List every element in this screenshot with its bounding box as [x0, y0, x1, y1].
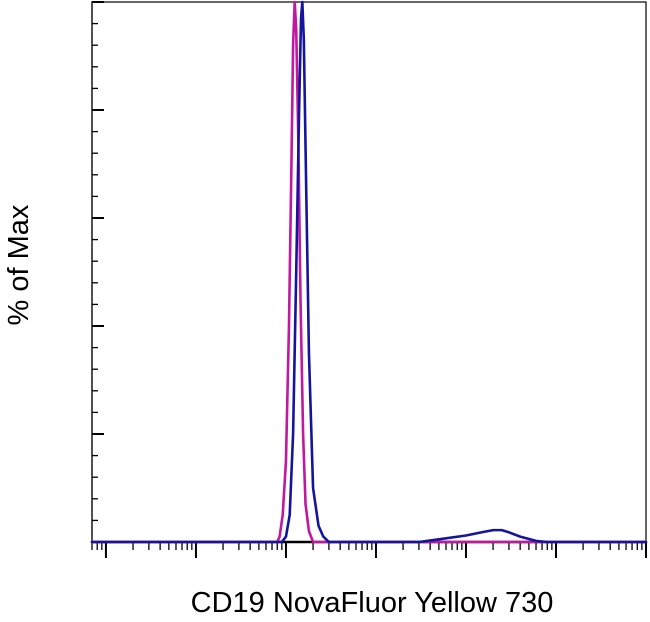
y-axis-label: % of Max [3, 204, 35, 325]
series-group [90, 0, 648, 544]
series-line-1 [90, 0, 648, 544]
x-axis-label: CD19 NovaFluor Yellow 730 [191, 587, 554, 619]
plot-frame [91, 1, 647, 543]
series-line-2 [90, 0, 648, 544]
axes [91, 1, 647, 558]
plot-area [91, 1, 647, 543]
